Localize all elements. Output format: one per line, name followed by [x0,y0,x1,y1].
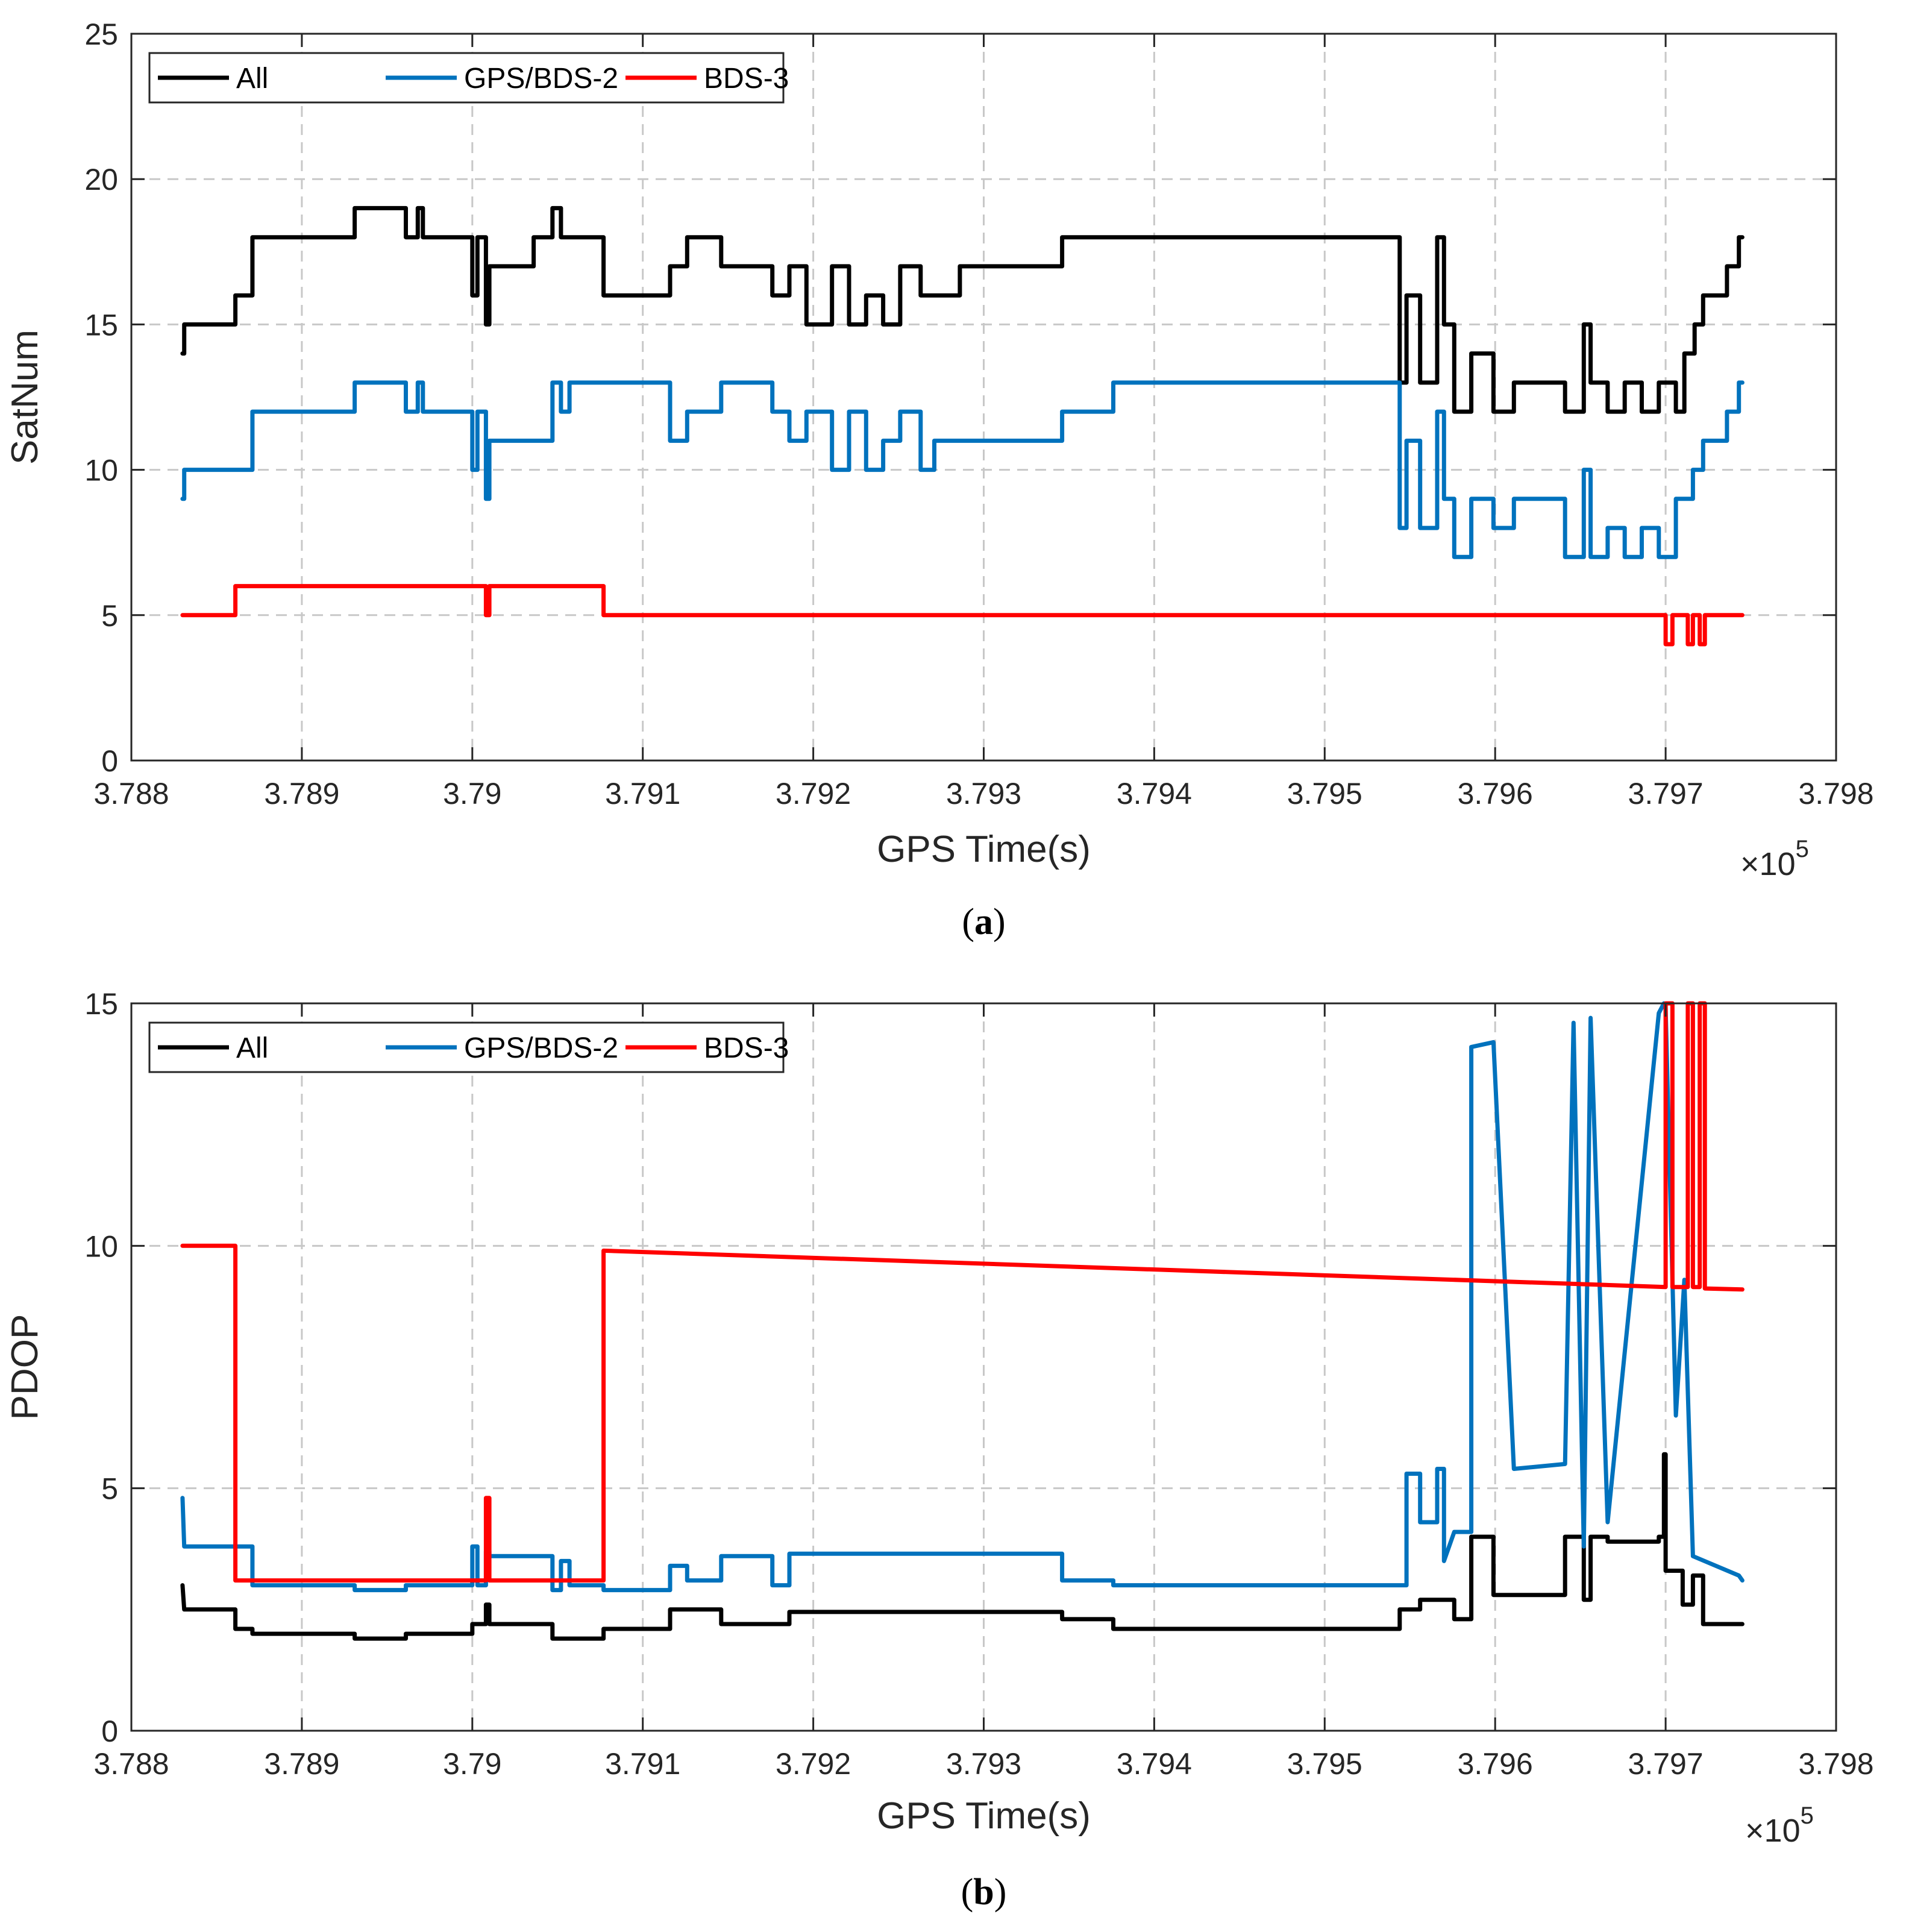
y-tick-label: 15 [84,987,118,1021]
x-multiplier-base: ×10 [1745,1813,1801,1849]
x-tick-label: 3.797 [1628,1747,1704,1781]
legend-label: BDS-3 [704,63,789,95]
x-tick-label: 3.79 [443,777,501,811]
x-tick-label: 3.789 [264,777,339,811]
chart-panel-a: 3.788 3.789 3.79 3.791 3.792 3.793 3.794 3.795 3… [4,17,1874,942]
x-multiplier-exponent: 5 [1801,1802,1814,1829]
series-line-bds-3 [180,584,1745,647]
x-multiplier-exponent: 5 [1796,836,1809,862]
legend-label: All [236,1032,268,1064]
legend-label: BDS-3 [704,1032,789,1064]
y-axis-label: SatNum [4,330,46,465]
y-axis-label: PDOP [4,1314,46,1420]
series-line-all [180,1452,1745,1641]
y-tick-label: 25 [84,17,118,51]
legend-label: GPS/BDS-2 [464,63,618,95]
y-tick-label: 15 [84,308,118,342]
x-tick-label: 3.795 [1287,777,1362,811]
caption-letter: a [974,902,993,942]
panel-caption: (b) [961,1872,1007,1913]
caption-letter: b [973,1872,994,1913]
series-line-all [180,205,1745,414]
x-tick-label: 3.792 [776,777,851,811]
x-tick-label: 3.798 [1798,1747,1873,1781]
legend-label: GPS/BDS-2 [464,1032,618,1064]
x-multiplier-base: ×10 [1740,846,1796,882]
x-tick-label: 3.791 [605,777,680,811]
y-tick-label: 10 [84,454,118,488]
x-tick-label: 3.788 [93,777,169,811]
x-tick-label: 3.789 [264,1747,339,1781]
x-tick-label: 3.788 [93,1747,169,1781]
x-tick-label: 3.794 [1117,1747,1192,1781]
legend-label: All [236,63,268,95]
x-axis-multiplier: ×105 [1745,1802,1814,1849]
x-tick-label: 3.792 [776,1747,851,1781]
x-axis-label: GPS Time(s) [877,829,1091,870]
y-tick-label: 5 [101,1472,118,1506]
x-tick-label: 3.798 [1798,777,1873,811]
series-line-gps-bds-2 [180,1001,1745,1593]
legend: All GPS/BDS-2 BDS-3 [148,1021,789,1073]
x-axis-label: GPS Time(s) [877,1795,1091,1837]
x-tick-label: 3.796 [1458,1747,1533,1781]
panel-caption: (a) [962,902,1005,942]
x-tick-label: 3.797 [1628,777,1704,811]
x-tick-label: 3.793 [946,777,1021,811]
x-tick-label: 3.796 [1458,777,1533,811]
y-tick-label: 0 [101,744,118,778]
legend: All GPS/BDS-2 BDS-3 [148,52,789,104]
series-line-gps-bds-2 [180,380,1745,559]
x-tick-label: 3.794 [1117,777,1192,811]
x-tick-label: 3.795 [1287,1747,1362,1781]
x-tick-label: 3.793 [946,1747,1021,1781]
x-axis-multiplier: ×105 [1740,836,1809,882]
chart-panel-b: 3.788 3.789 3.79 3.791 3.792 3.793 3.794 3.795 3… [4,987,1874,1913]
y-tick-label: 20 [84,163,118,196]
y-tick-label: 10 [84,1229,118,1263]
y-tick-label: 5 [101,599,118,633]
x-tick-label: 3.79 [443,1747,501,1781]
x-tick-label: 3.791 [605,1747,680,1781]
y-tick-label: 0 [101,1714,118,1748]
